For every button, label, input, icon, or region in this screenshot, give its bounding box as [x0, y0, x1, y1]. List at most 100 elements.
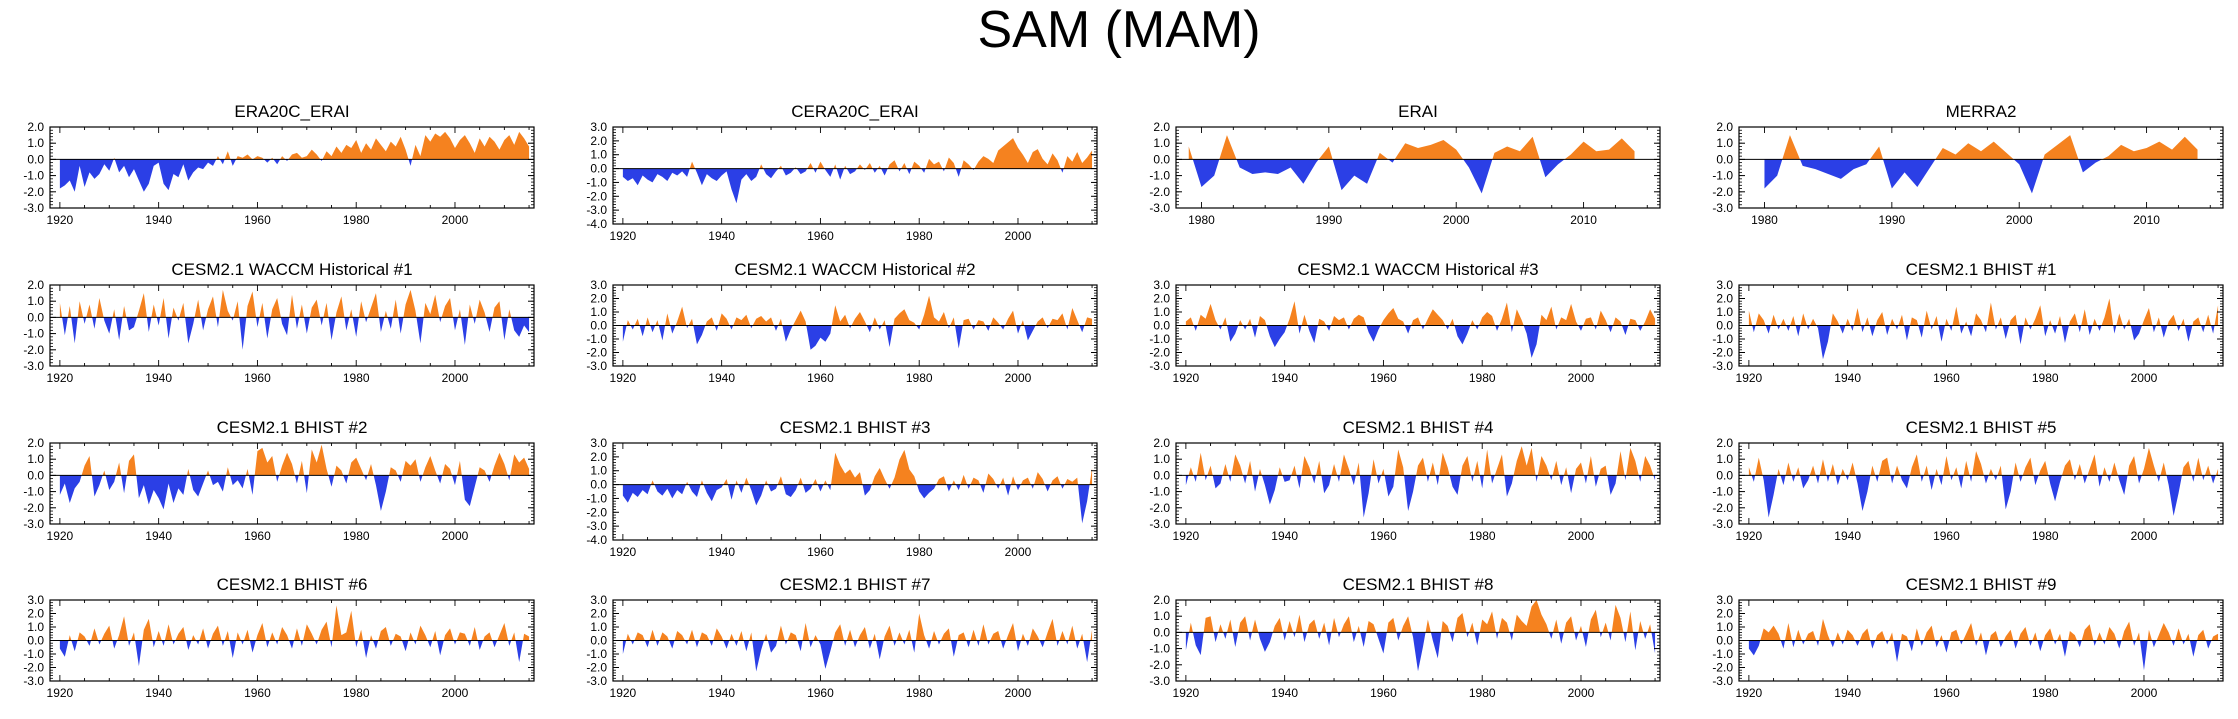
y-tick-label: 0.0: [1716, 634, 1733, 648]
x-tick-label: 1920: [47, 529, 74, 543]
y-tick-label: -2.0: [1149, 501, 1170, 515]
negative-area: [1185, 632, 1656, 672]
positive-area: [1748, 298, 2219, 326]
x-tick-label: 2000: [1005, 229, 1032, 243]
y-tick-label: 3.0: [27, 593, 44, 607]
x-tick-label: 1920: [1173, 686, 1200, 700]
chart-panel: CESM2.1 BHIST #7 3.02.01.00.0-1.0-2.0-3.0…: [586, 575, 1098, 700]
y-tick-label: -3.0: [1712, 517, 1733, 531]
y-tick-label: 2.0: [1153, 292, 1170, 306]
y-tick-label: 0.0: [1153, 152, 1170, 166]
panel-title: CESM2.1 BHIST #6: [217, 575, 368, 594]
panel-title: CESM2.1 WACCM Historical #1: [171, 260, 412, 279]
negative-area: [1185, 475, 1656, 518]
x-tick-label: 2000: [1005, 371, 1032, 385]
x-tick-label: 2000: [1568, 529, 1595, 543]
x-tick-label: 1980: [2032, 686, 2059, 700]
y-tick-label: 0.0: [1716, 152, 1733, 166]
x-tick-label: 1960: [1933, 686, 1960, 700]
positive-area: [1185, 600, 1656, 633]
negative-area: [1748, 325, 2219, 360]
x-tick-label: 1920: [610, 229, 637, 243]
plot-frame: [1738, 126, 2224, 209]
x-tick-label: 1960: [807, 371, 834, 385]
x-tick-label: 1980: [906, 229, 933, 243]
negative-area: [622, 325, 1093, 350]
x-tick-label: 1940: [1271, 529, 1298, 543]
y-tick-label: 1.0: [27, 620, 44, 634]
y-tick-label: 0.0: [27, 468, 44, 482]
y-tick-label: 1.0: [27, 452, 44, 466]
y-tick-label: -2.0: [23, 343, 44, 357]
x-tick-label: 1960: [1370, 686, 1397, 700]
x-tick-label: 2000: [1005, 545, 1032, 559]
y-tick-label: -2.0: [586, 189, 607, 203]
x-tick-label: 1960: [1370, 529, 1397, 543]
x-tick-label: 1980: [1469, 529, 1496, 543]
plot-frame: [1175, 126, 1661, 209]
y-tick-label: 0.0: [27, 634, 44, 648]
positive-area: [1185, 301, 1656, 326]
y-tick-label: 0.0: [1153, 319, 1170, 333]
x-tick-label: 2000: [442, 371, 469, 385]
y-tick-label: -1.0: [1149, 485, 1170, 499]
x-tick-label: 1980: [2032, 529, 2059, 543]
y-tick-label: 1.0: [1716, 452, 1733, 466]
x-tick-label: 1920: [1736, 686, 1763, 700]
y-tick-label: -2.0: [23, 185, 44, 199]
y-tick-label: -3.0: [23, 201, 44, 215]
y-tick-label: -2.0: [586, 346, 607, 360]
y-tick-label: -4.0: [586, 533, 607, 547]
x-tick-label: 1980: [1751, 213, 1778, 227]
y-tick-label: -1.0: [23, 485, 44, 499]
y-tick-label: 0.0: [27, 310, 44, 324]
plot-frame: [49, 442, 535, 525]
negative-area: [622, 484, 1093, 524]
y-tick-label: 1.0: [27, 136, 44, 150]
y-tick-label: 3.0: [1716, 593, 1733, 607]
negative-area: [1748, 475, 2219, 518]
x-tick-label: 1940: [145, 213, 172, 227]
chart-panel: CESM2.1 BHIST #2 2.0 1.0 0.0 -1.0 -2.0 -3.0192…: [23, 418, 535, 543]
plot-frame: [1738, 442, 2224, 525]
x-tick-label: 1940: [1271, 371, 1298, 385]
panel-title: CESM2.1 BHIST #9: [1906, 575, 2057, 594]
chart-panel: CESM2.1 BHIST #9 3.02.01.00.0-1.0-2.0-3.0…: [1712, 575, 2224, 700]
x-tick-label: 1920: [47, 686, 74, 700]
x-tick-label: 1980: [906, 371, 933, 385]
chart-panel: ERAI 2.0 1.0 0.0 -1.0 -2.0 -3.0 1980 1990 2000 201…: [1149, 102, 1661, 227]
y-tick-label: -1.0: [23, 169, 44, 183]
x-tick-label: 1990: [1315, 213, 1342, 227]
y-tick-label: 2.0: [590, 607, 607, 621]
x-tick-label: 1940: [708, 371, 735, 385]
plot-frame: [612, 442, 1098, 541]
y-tick-label: 0.0: [590, 478, 607, 492]
x-tick-label: 2000: [442, 686, 469, 700]
positive-area: [622, 449, 1093, 485]
y-tick-label: -2.0: [1712, 346, 1733, 360]
chart-panel: CESM2.1 BHIST #5 2.0 1.0 0.0 -1.0 -2.0 -3.0192…: [1712, 418, 2224, 543]
x-tick-label: 1980: [906, 686, 933, 700]
y-tick-label: -4.0: [586, 217, 607, 231]
panel-title: CESM2.1 BHIST #8: [1343, 575, 1494, 594]
y-tick-label: 1.0: [590, 305, 607, 319]
y-tick-label: -2.0: [1149, 658, 1170, 672]
y-tick-label: 2.0: [1716, 607, 1733, 621]
y-tick-label: -3.0: [1149, 517, 1170, 531]
y-tick-label: -3.0: [23, 359, 44, 373]
positive-area: [1185, 446, 1656, 476]
x-tick-label: 1920: [47, 213, 74, 227]
panel-title: CESM2.1 BHIST #7: [780, 575, 931, 594]
x-tick-label: 1920: [1736, 529, 1763, 543]
negative-area: [622, 168, 1093, 204]
y-tick-label: -3.0: [1149, 674, 1170, 688]
y-tick-label: -2.0: [23, 501, 44, 515]
x-tick-label: 2000: [1443, 213, 1470, 227]
chart-panel: CESM2.1 BHIST #4 2.0 1.0 0.0 -1.0 -2.0 -3.0192…: [1149, 418, 1661, 543]
y-tick-label: 1.0: [590, 148, 607, 162]
y-tick-label: -3.0: [1149, 201, 1170, 215]
x-tick-label: 2000: [1568, 371, 1595, 385]
y-tick-label: 0.0: [27, 152, 44, 166]
y-tick-label: -2.0: [23, 661, 44, 675]
